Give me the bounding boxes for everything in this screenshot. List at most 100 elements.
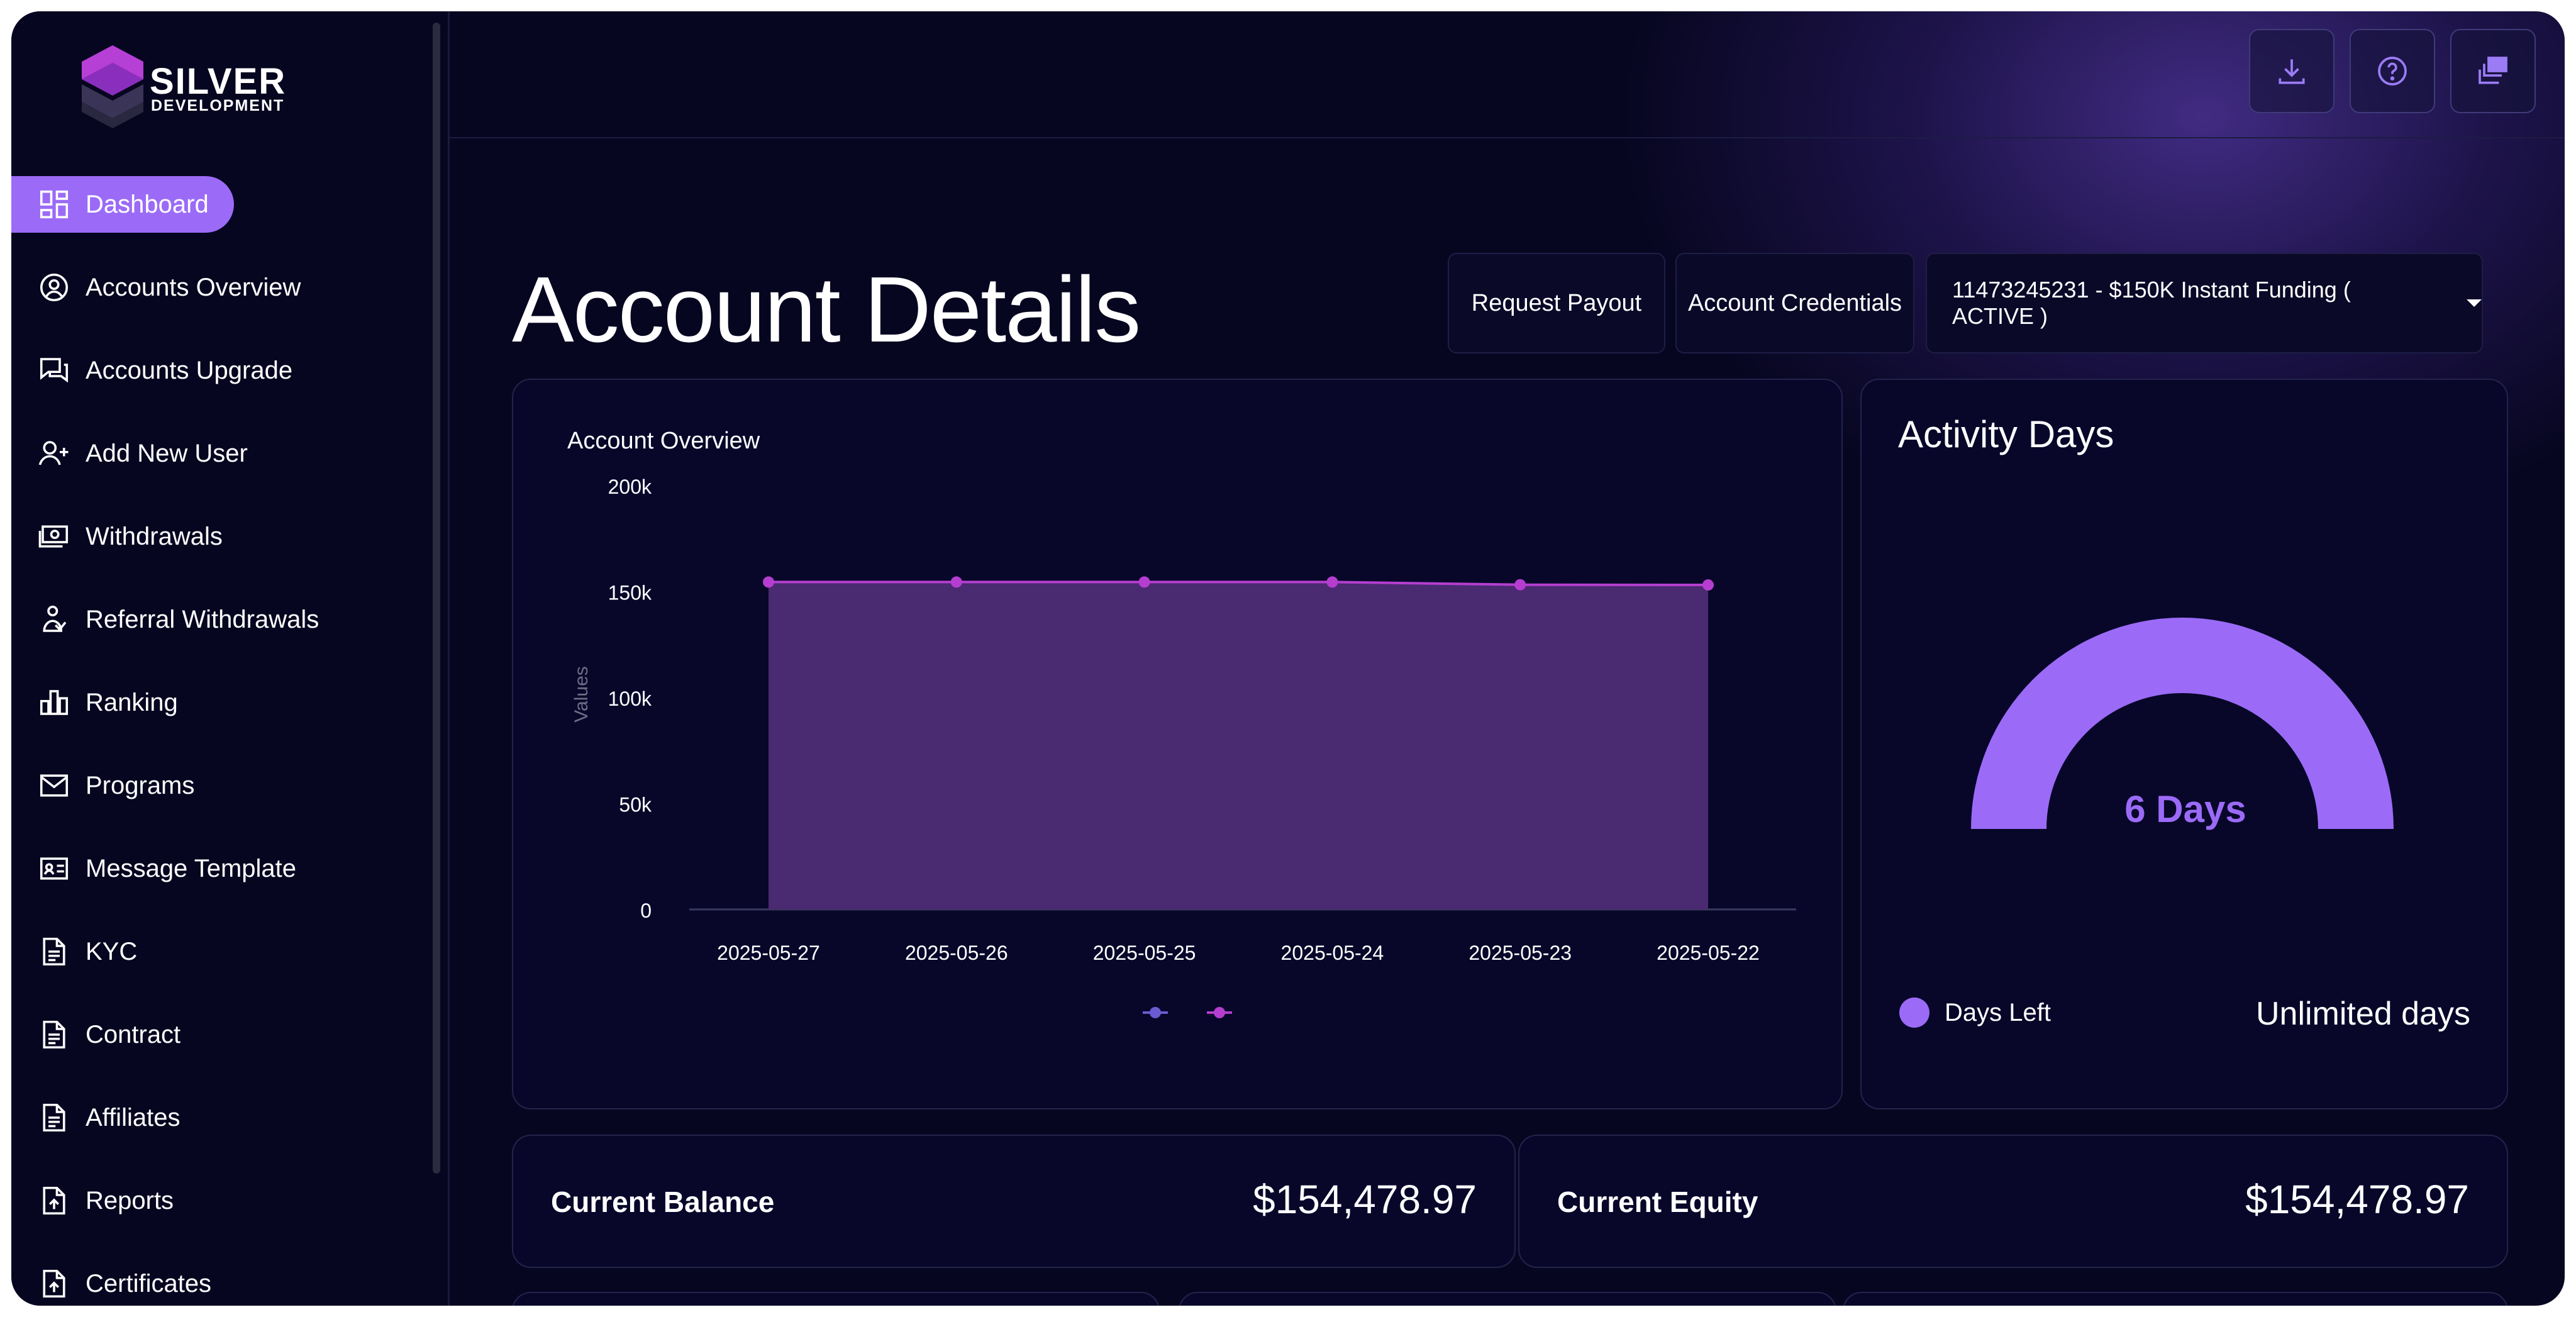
request-payout-label: Request Payout — [1471, 289, 1642, 316]
sidebar-item-ranking[interactable]: Ranking — [11, 674, 178, 731]
chart-title: Account Overview — [567, 428, 760, 454]
sidebar-item-accounts-overview[interactable]: Accounts Overview — [11, 259, 301, 316]
data-point — [763, 576, 774, 588]
sidebar-item-certificates[interactable]: Certificates — [11, 1255, 211, 1306]
sidebar-item-reports[interactable]: Reports — [11, 1172, 174, 1229]
sidebar-scrollbar[interactable] — [431, 11, 441, 1306]
sidebar: SILVER DEVELOPMENT Dashboard Accounts Ov… — [11, 11, 445, 1306]
mail-icon — [36, 768, 72, 803]
x-tick-label: 2025-05-26 — [905, 942, 1008, 964]
app-window: SILVER DEVELOPMENT Dashboard Accounts Ov… — [11, 11, 2565, 1306]
account-credentials-button[interactable]: Account Credentials — [1675, 253, 1914, 353]
sidebar-item-message-template[interactable]: Message Template — [11, 840, 296, 897]
sidebar-item-label: Withdrawals — [86, 522, 223, 550]
current-equity-label: Current Equity — [1557, 1186, 1758, 1218]
account-select[interactable]: 11473245231 - $150K Instant Funding ( AC… — [1926, 253, 2483, 353]
x-tick-label: 2025-05-27 — [717, 942, 820, 964]
gauge-arc — [1971, 618, 2394, 829]
stat-card-partial — [512, 1292, 1160, 1306]
user-circle-icon — [36, 270, 72, 305]
sidebar-scroll-thumb[interactable] — [433, 23, 440, 1174]
sidebar-item-label: Ranking — [86, 688, 178, 716]
user-plus-icon — [36, 436, 72, 471]
document-icon — [36, 1100, 72, 1135]
dashboard-icon — [36, 187, 72, 222]
id-card-icon — [36, 851, 72, 886]
y-tick-label: 100k — [608, 687, 652, 710]
activity-days-card: Activity Days 6 Days Days Left Unlimited… — [1860, 379, 2508, 1109]
sidebar-item-affiliates[interactable]: Affiliates — [11, 1089, 180, 1146]
y-tick-label: 50k — [619, 794, 652, 816]
data-point — [1702, 579, 1714, 591]
account-select-value: 11473245231 - $150K Instant Funding ( AC… — [1952, 277, 2351, 329]
bar-chart-icon — [36, 685, 72, 720]
sidebar-item-withdrawals[interactable]: Withdrawals — [11, 508, 223, 565]
brand-logo[interactable]: SILVER DEVELOPMENT — [64, 34, 316, 135]
chevron-down-icon — [2467, 299, 2482, 307]
data-point — [1326, 576, 1338, 588]
sidebar-item-kyc[interactable]: KYC — [11, 923, 137, 980]
sidebar-item-label: KYC — [86, 937, 138, 965]
data-point — [1514, 579, 1526, 591]
area-fill — [769, 582, 1708, 909]
x-tick-label: 2025-05-23 — [1468, 942, 1572, 964]
sidebar-item-label: Referral Withdrawals — [86, 605, 319, 633]
sidebar-item-label: Accounts Upgrade — [86, 356, 293, 384]
file-upload-icon — [36, 1266, 72, 1301]
account-credentials-label: Account Credentials — [1687, 289, 1902, 316]
y-tick-label: 0 — [640, 899, 652, 922]
x-tick-label: 2025-05-25 — [1093, 942, 1196, 964]
brand-name: SILVER — [150, 61, 287, 102]
data-point — [950, 576, 962, 588]
series-line — [769, 581, 1709, 587]
file-upload-icon — [36, 1183, 72, 1218]
help-button[interactable] — [2350, 29, 2435, 113]
sidebar-item-add-new-user[interactable]: Add New User — [11, 425, 248, 482]
legend-marker — [1214, 1007, 1225, 1018]
days-left-label: Days Left — [1945, 999, 2051, 1026]
sidebar-item-label: Accounts Overview — [86, 273, 301, 301]
sidebar-divider — [448, 11, 450, 1306]
windows-button[interactable] — [2450, 29, 2536, 113]
sidebar-item-label: Programs — [86, 771, 195, 799]
sidebar-item-label: Reports — [86, 1186, 174, 1214]
current-equity-card: Current Equity $154,478.97 — [1518, 1135, 2508, 1268]
current-balance-card: Current Balance $154,478.97 — [512, 1135, 1516, 1268]
sidebar-item-label: Dashboard — [86, 190, 209, 218]
document-icon — [36, 934, 72, 969]
download-button[interactable] — [2249, 29, 2334, 113]
help-icon — [2378, 57, 2407, 86]
y-tick-label: 150k — [608, 582, 652, 604]
download-icon — [2279, 59, 2305, 84]
sidebar-item-accounts-upgrade[interactable]: Accounts Upgrade — [11, 342, 292, 399]
logo-mark-icon — [82, 45, 143, 128]
sidebar-item-label: Affiliates — [86, 1103, 180, 1131]
brand-subtitle: DEVELOPMENT — [151, 97, 285, 114]
sidebar-item-contract[interactable]: Contract — [11, 1006, 180, 1063]
days-left-value: Unlimited days — [2255, 996, 2470, 1032]
topbar-divider — [450, 137, 2565, 138]
stat-card-partial — [1179, 1292, 1836, 1306]
sidebar-item-programs[interactable]: Programs — [11, 757, 194, 814]
legend-marker — [1150, 1007, 1161, 1018]
sidebar-item-label: Message Template — [86, 854, 296, 882]
page-title: Account Details — [512, 258, 1141, 362]
x-tick-label: 2025-05-24 — [1281, 942, 1384, 964]
gauge-center-text: 6 Days — [2124, 788, 2246, 830]
sidebar-item-referral-withdrawals[interactable]: Referral Withdrawals — [11, 591, 319, 648]
days-left-legend-dot — [1899, 997, 1929, 1028]
windows-icon — [2479, 57, 2507, 84]
stat-card-partial — [1843, 1292, 2508, 1306]
sidebar-item-dashboard[interactable]: Dashboard — [11, 176, 234, 233]
cash-icon — [36, 519, 72, 554]
chat-bubbles-icon — [36, 353, 72, 388]
current-balance-label: Current Balance — [551, 1186, 775, 1218]
account-overview-chart: 200k 150k 100k 50k 0 Values 2025-05-27 2025-05-… — [571, 475, 1796, 1018]
current-equity-value: $154,478.97 — [2245, 1177, 2469, 1222]
document-icon — [36, 1017, 72, 1052]
account-overview-card: Account Overview 200k 150k 100k 50k 0 Values 2… — [512, 379, 1843, 1109]
request-payout-button[interactable]: Request Payout — [1448, 253, 1665, 353]
y-axis-label: Values — [571, 666, 592, 723]
y-tick-label: 200k — [608, 475, 652, 498]
sidebar-item-label: Add New User — [86, 439, 248, 467]
